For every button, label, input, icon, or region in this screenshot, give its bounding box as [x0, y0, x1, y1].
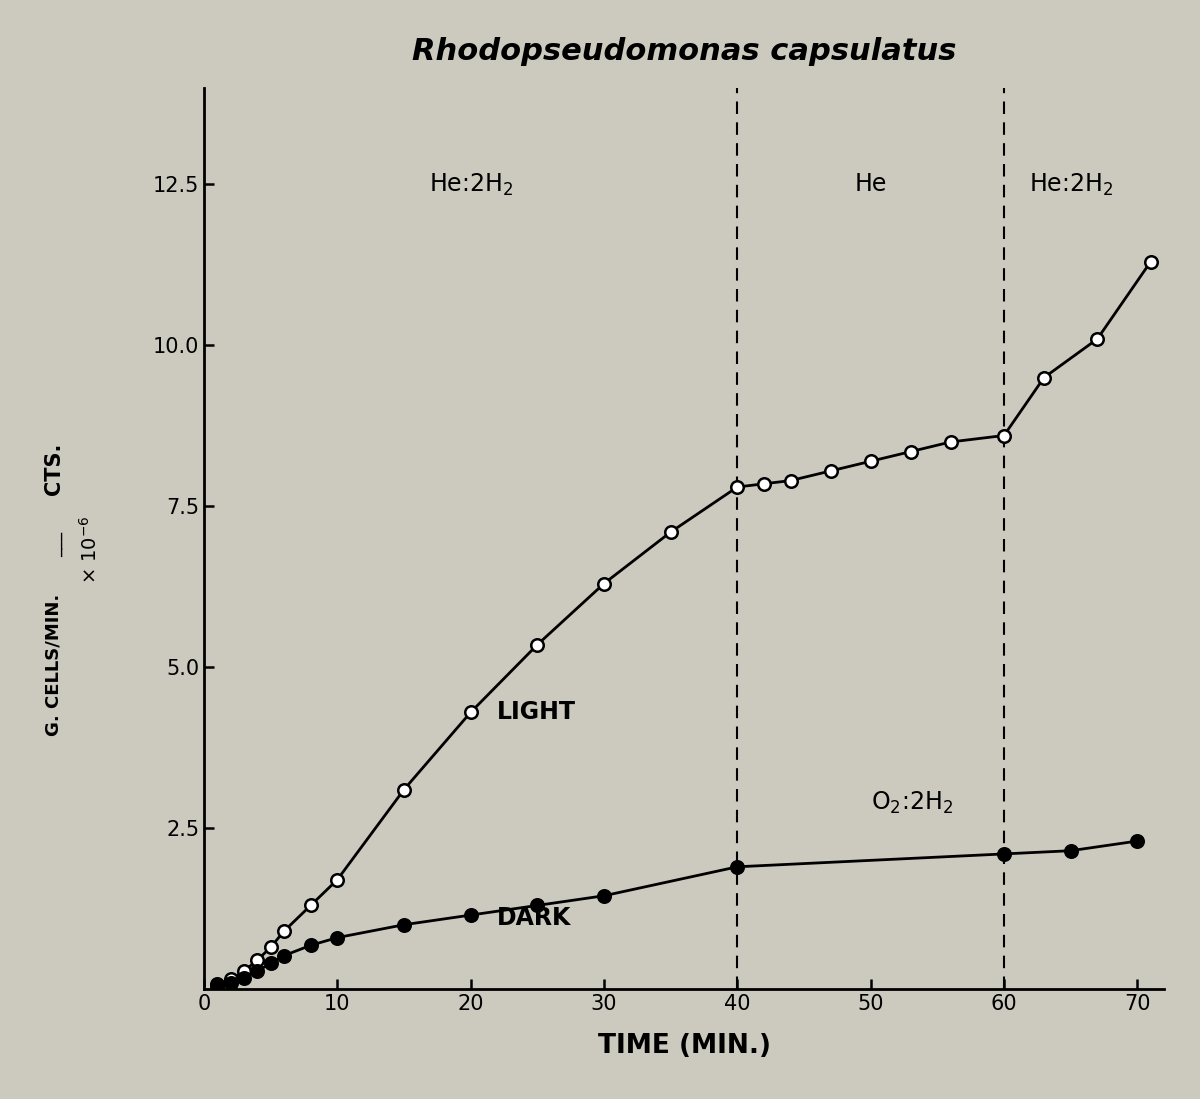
Text: G. CELLS/MIN.: G. CELLS/MIN.	[46, 593, 64, 735]
Text: He:2H$_2$: He:2H$_2$	[428, 171, 512, 198]
Title: Rhodopseudomonas capsulatus: Rhodopseudomonas capsulatus	[412, 37, 956, 66]
Text: ___: ___	[46, 532, 64, 556]
X-axis label: TIME (MIN.): TIME (MIN.)	[598, 1033, 770, 1059]
Text: He: He	[854, 173, 887, 197]
Text: $\times$ 10$^{-6}$: $\times$ 10$^{-6}$	[79, 515, 101, 584]
Text: O$_2$:2H$_2$: O$_2$:2H$_2$	[871, 789, 953, 815]
Text: LIGHT: LIGHT	[497, 700, 576, 724]
Text: He:2H$_2$: He:2H$_2$	[1028, 171, 1112, 198]
Text: DARK: DARK	[497, 907, 571, 930]
Text: CTS.: CTS.	[44, 442, 64, 495]
